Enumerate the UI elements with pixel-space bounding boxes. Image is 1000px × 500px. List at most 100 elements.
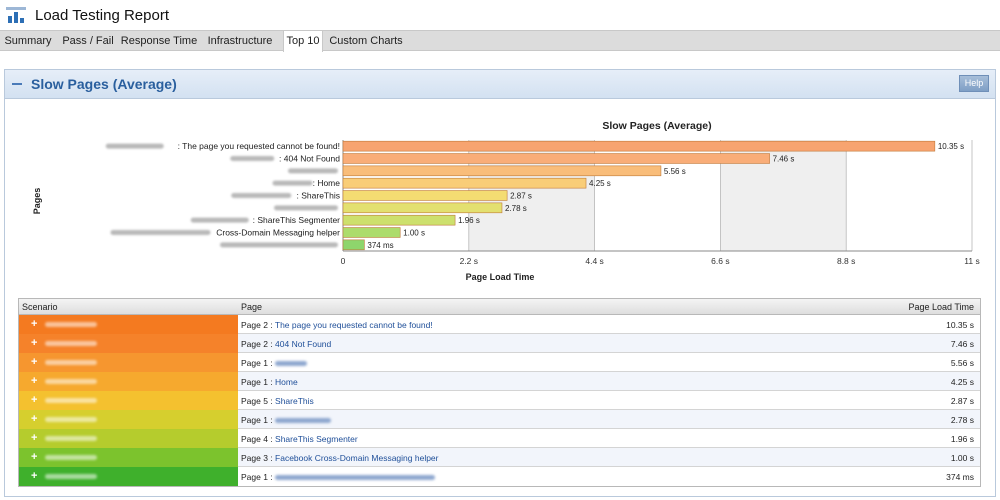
page-load-time: 2.78 s	[950, 415, 974, 425]
app-title: Load Testing Report	[35, 7, 169, 24]
redacted-category-label	[272, 180, 313, 186]
tab-custom-charts[interactable]: Custom Charts	[329, 35, 403, 47]
redacted-scenario-name	[45, 417, 97, 422]
page-number: Page 1 :	[241, 472, 276, 482]
y-category-label: : 404 Not Found	[279, 154, 340, 164]
help-button[interactable]: Help	[959, 75, 989, 92]
table-row[interactable]: + Page 1 : 5.56 s	[19, 353, 980, 372]
page-number: Page 2 :	[241, 320, 275, 330]
y-category-label: : ShareThis	[297, 191, 340, 201]
expand-row-icon[interactable]: +	[31, 432, 38, 444]
bar-value-label: 2.78 s	[505, 204, 527, 213]
redacted-category-label	[274, 205, 338, 211]
y-category-label: : The page you requested cannot be found…	[178, 141, 340, 151]
scenario-cell: +	[19, 315, 238, 334]
redacted-scenario-name	[45, 398, 97, 403]
bar-value-label: 2.87 s	[510, 192, 532, 201]
panel-title: Slow Pages (Average)	[31, 76, 177, 92]
page-link[interactable]: The page you requested cannot be found!	[274, 320, 433, 330]
redacted-page-link[interactable]	[275, 418, 332, 424]
expand-row-icon[interactable]: +	[31, 356, 38, 368]
page-number: Page 5 :	[241, 396, 276, 406]
bar	[342, 165, 662, 177]
column-header-page-load-time: Page Load Time	[908, 302, 974, 312]
x-tick-label: 8.8 s	[837, 256, 855, 266]
page-number: Page 1 :	[241, 415, 276, 425]
panel-header: Slow Pages (Average) Help	[5, 70, 995, 99]
page-number: Page 1 :	[241, 358, 276, 368]
redacted-category-label	[231, 193, 292, 198]
expand-row-icon[interactable]: +	[31, 451, 38, 463]
scenario-cell: +	[19, 448, 238, 467]
bar	[342, 153, 770, 164]
redacted-page-link[interactable]	[275, 475, 436, 481]
table-row[interactable]: + Page 2 : 404 Not Found 7.46 s	[19, 334, 980, 353]
scenario-cell: +	[19, 410, 238, 429]
slow-pages-table: Scenario Page Page Load Time + Page 2 : T…	[18, 298, 981, 487]
page-cell: Page 1 :	[241, 472, 436, 482]
x-axis-title: Page Load Time	[466, 272, 535, 282]
table-row[interactable]: + Page 1 : 374 ms	[19, 467, 980, 486]
bar-value-label: 1.96 s	[458, 216, 480, 225]
collapse-icon[interactable]	[12, 83, 22, 85]
tab-summary[interactable]: Summary	[4, 35, 52, 47]
page-load-time: 10.35 s	[946, 320, 974, 330]
scenario-cell: +	[19, 391, 238, 410]
scenario-cell: +	[19, 429, 238, 448]
grid-band	[846, 140, 972, 251]
tab-bar: Summary Pass / Fail Response Time Infras…	[0, 30, 1000, 52]
redacted-category-label	[110, 230, 211, 235]
tab-infrastructure[interactable]: Infrastructure	[207, 35, 273, 47]
bar	[342, 227, 401, 238]
redacted-scenario-name	[45, 360, 97, 365]
bar	[342, 239, 365, 251]
table-row[interactable]: + Page 1 : 2.78 s	[19, 410, 980, 429]
table-header: Scenario Page Page Load Time	[19, 299, 980, 315]
expand-row-icon[interactable]: +	[31, 337, 38, 349]
redacted-scenario-name	[45, 455, 97, 460]
page-link[interactable]: ShareThis Segmenter	[275, 434, 358, 444]
redacted-scenario-name	[45, 341, 97, 346]
page-load-time: 4.25 s	[950, 377, 974, 387]
expand-row-icon[interactable]: +	[31, 413, 38, 425]
chart-title: Slow Pages (Average)	[602, 120, 711, 132]
table-row[interactable]: + Page 3 : Facebook Cross-Domain Messagin…	[19, 448, 980, 467]
expand-row-icon[interactable]: +	[31, 318, 38, 330]
y-category-label: : ShareThis Segmenter	[253, 215, 341, 225]
redacted-category-label	[190, 217, 249, 223]
bar-value-label: 374 ms	[367, 241, 393, 250]
bar	[342, 190, 508, 201]
page-link[interactable]: Home	[275, 377, 298, 387]
page-load-time: 7.46 s	[950, 339, 974, 349]
page-cell: Page 4 : ShareThis Segmenter	[241, 434, 358, 444]
bar-value-label: 5.56 s	[664, 167, 686, 176]
scenario-cell: +	[19, 353, 238, 372]
expand-row-icon[interactable]: +	[31, 375, 38, 387]
redacted-scenario-name	[45, 322, 97, 327]
table-row[interactable]: + Page 2 : The page you requested cannot …	[19, 315, 980, 334]
bar	[342, 214, 456, 226]
redacted-page-link[interactable]	[275, 361, 308, 367]
expand-row-icon[interactable]: +	[31, 470, 38, 482]
page-link[interactable]: 404 Not Found	[275, 339, 332, 349]
bar	[342, 202, 503, 214]
scenario-cell: +	[19, 467, 238, 486]
tab-pass-fail[interactable]: Pass / Fail	[62, 35, 114, 47]
app-header: Load Testing Report	[0, 0, 1000, 30]
bar-value-label: 4.25 s	[589, 179, 611, 188]
page-link[interactable]: Facebook Cross-Domain Messaging helper	[275, 453, 439, 463]
page-cell: Page 1 :	[241, 358, 308, 368]
table-body: + Page 2 : The page you requested cannot …	[19, 315, 980, 486]
table-row[interactable]: + Page 5 : ShareThis 2.87 s	[19, 391, 980, 410]
page-link[interactable]: ShareThis	[275, 396, 314, 406]
redacted-scenario-name	[45, 436, 97, 441]
redacted-category-label	[230, 156, 275, 161]
expand-row-icon[interactable]: +	[31, 394, 38, 406]
x-tick-label: 2.2 s	[460, 256, 478, 266]
tab-top-10[interactable]: Top 10	[283, 31, 323, 52]
page-cell: Page 1 :	[241, 415, 332, 425]
table-row[interactable]: + Page 4 : ShareThis Segmenter 1.96 s	[19, 429, 980, 448]
tab-response-time[interactable]: Response Time	[120, 35, 198, 47]
redacted-category-label	[220, 242, 338, 248]
table-row[interactable]: + Page 1 : Home 4.25 s	[19, 372, 980, 391]
